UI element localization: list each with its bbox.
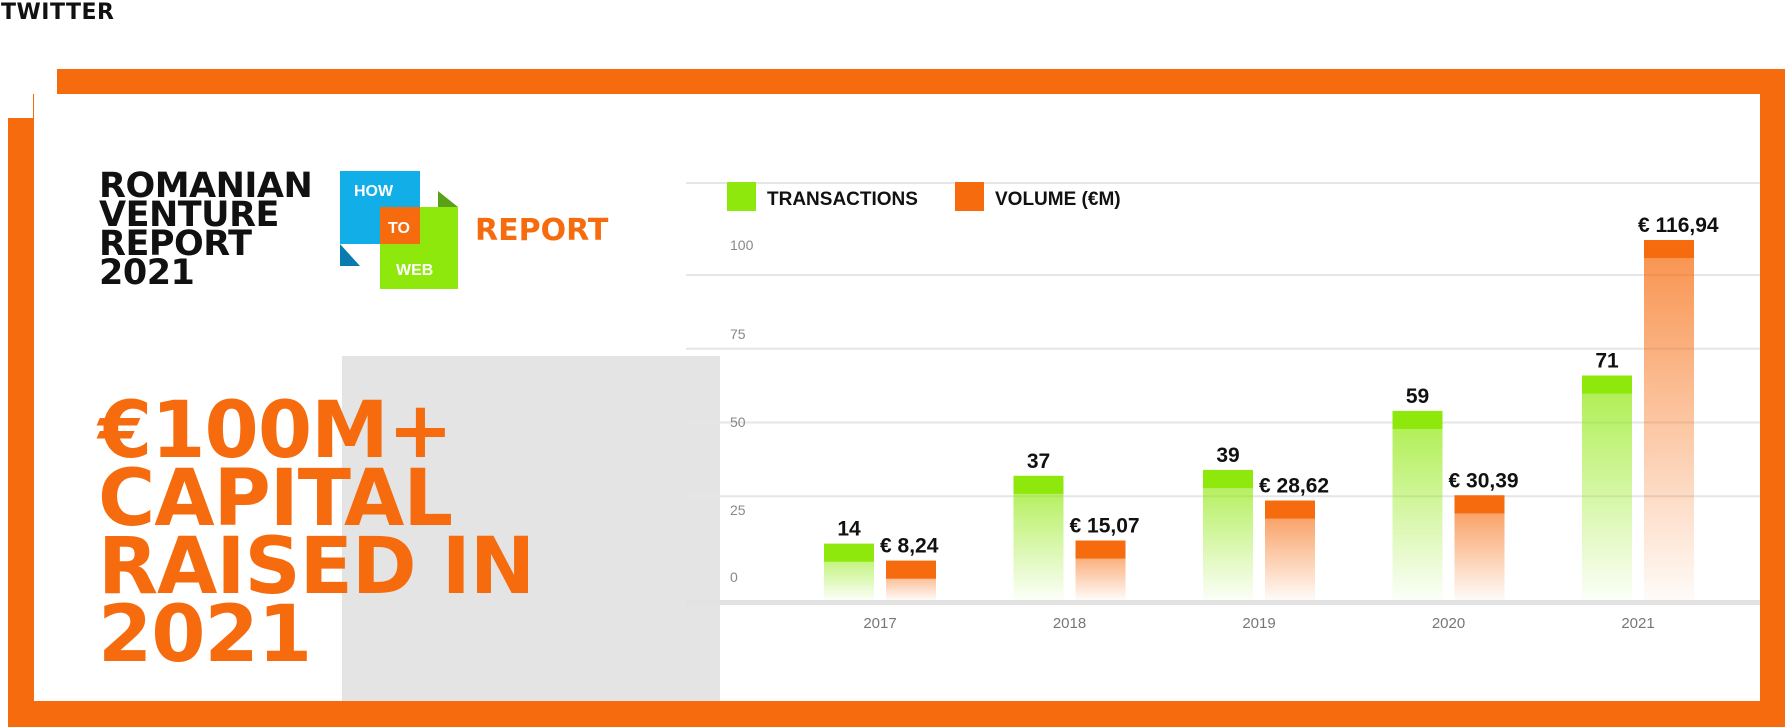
bar-cap-transactions xyxy=(1392,410,1443,429)
x-axis-baseline xyxy=(686,600,1760,605)
y-tick-label: 75 xyxy=(730,326,746,342)
logo-fold-green xyxy=(438,191,458,207)
bar-volume xyxy=(1644,240,1694,601)
page-header-label: TWITTER xyxy=(1,0,115,25)
headline-line: €100M+ xyxy=(98,386,453,476)
headline-line: RAISED IN xyxy=(98,522,535,612)
bar-transactions xyxy=(1203,469,1253,600)
x-tick-label: 2020 xyxy=(1432,615,1465,632)
bar-cap-transactions xyxy=(1203,469,1253,488)
logo-word-web: WEB xyxy=(396,262,433,279)
data-label-transactions: 14 xyxy=(837,518,861,541)
bar-transactions xyxy=(1013,475,1064,600)
data-label-volume: € 8,24 xyxy=(880,535,939,558)
x-tick-label: 2017 xyxy=(863,615,896,632)
bar-cap-transactions xyxy=(824,543,874,562)
report-title-line: VENTURE xyxy=(99,195,279,235)
bar-transactions xyxy=(1582,375,1632,600)
logo-word-how: HOW xyxy=(354,183,394,200)
bar-cap-volume xyxy=(1265,500,1315,519)
logo-fold-blue xyxy=(340,244,360,266)
data-label-transactions: 71 xyxy=(1595,350,1619,373)
data-label-volume: € 28,62 xyxy=(1259,475,1329,498)
y-tick-label: 0 xyxy=(730,569,738,585)
x-tick-label: 2021 xyxy=(1621,615,1654,632)
data-label-transactions: 59 xyxy=(1406,385,1429,408)
bar-cap-transactions xyxy=(1582,375,1632,394)
bar-cap-volume xyxy=(1644,240,1694,259)
legend-label-transactions: TRANSACTIONS xyxy=(767,189,918,210)
data-label-volume: € 30,39 xyxy=(1449,469,1519,492)
y-tick-label: 100 xyxy=(730,237,754,253)
data-label-volume: € 15,07 xyxy=(1070,515,1140,538)
bar-cap-volume xyxy=(1075,540,1126,559)
report-title-line: ROMANIAN xyxy=(99,166,313,206)
legend-swatch-transactions xyxy=(727,182,756,211)
bar-chart: 0 25 50 75 100 14 € 8,24 2017 37 € 15,07 2018 39 € 2… xyxy=(686,182,1760,632)
gray-backdrop xyxy=(342,356,720,701)
how-to-web-logo: HOW TO WEB xyxy=(340,171,458,289)
x-tick-label: 2018 xyxy=(1053,615,1086,632)
headline-line: 2021 xyxy=(98,590,312,680)
bar-cap-volume xyxy=(1454,495,1505,514)
bar-cap-transactions xyxy=(1013,475,1064,494)
y-tick-label: 25 xyxy=(730,502,746,518)
logo-word-to: TO xyxy=(388,220,410,237)
legend-label-volume: VOLUME (€M) xyxy=(995,189,1121,210)
data-label-transactions: 37 xyxy=(1027,450,1050,473)
chart-plot-area: 0 25 50 75 100 14 € 8,24 2017 37 € 15,07 2018 39 € 2… xyxy=(686,182,1760,632)
report-title: ROMANIAN VENTURE REPORT 2021 xyxy=(99,166,313,293)
report-title-line: 2021 xyxy=(99,253,195,293)
bar-transactions xyxy=(1392,410,1443,600)
data-label-transactions: 39 xyxy=(1216,444,1239,467)
report-panel: ROMANIAN VENTURE REPORT 2021 HOW TO WEB … xyxy=(34,94,1760,701)
report-title-line: REPORT xyxy=(99,224,252,264)
bar-cap-volume xyxy=(886,560,936,579)
headline-line: CAPITAL xyxy=(98,454,453,544)
data-label-volume: € 116,94 xyxy=(1638,214,1719,237)
logo-block-to xyxy=(380,207,420,244)
headline: €100M+ CAPITAL RAISED IN 2021 xyxy=(98,386,535,680)
report-word: REPORT xyxy=(475,213,609,248)
x-tick-label: 2019 xyxy=(1242,615,1275,632)
y-tick-label: 50 xyxy=(730,414,746,430)
legend-swatch-volume xyxy=(955,182,984,211)
